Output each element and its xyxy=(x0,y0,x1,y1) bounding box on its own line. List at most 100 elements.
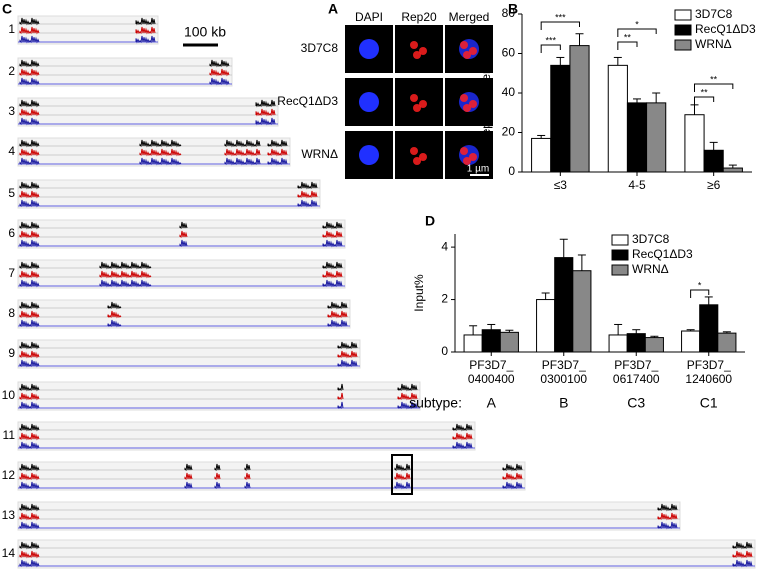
significance-label: ** xyxy=(710,74,718,84)
chromosome-label: 5 xyxy=(8,186,15,200)
chromosome-label: 6 xyxy=(8,226,15,240)
track-peak xyxy=(452,441,473,450)
track-peak xyxy=(135,17,156,26)
chromosome-box xyxy=(17,97,279,127)
bar xyxy=(554,257,574,353)
subtype: C3 xyxy=(627,395,645,411)
chromosome-box xyxy=(17,299,351,329)
chromosome-box xyxy=(17,381,421,411)
chromosome-label: 12 xyxy=(2,468,16,482)
x-tick-label: ≥6 xyxy=(707,178,721,192)
track-peak xyxy=(337,359,358,368)
x-tick-label: PF3D7_ xyxy=(542,358,586,372)
rep20-signal xyxy=(410,41,418,49)
track-peak xyxy=(19,68,40,77)
x-tick-label: PF3D7_ xyxy=(469,358,513,372)
track-peak xyxy=(297,199,318,208)
track-peak xyxy=(19,310,40,319)
dapi-signal xyxy=(359,92,379,112)
y-tick-label: 0 xyxy=(508,164,515,178)
micrograph xyxy=(395,78,443,126)
highlight-box xyxy=(391,454,413,495)
legend-label: 3D7C8 xyxy=(632,232,670,246)
track-peak xyxy=(732,550,753,559)
track-peak xyxy=(244,481,251,490)
track-peak xyxy=(322,230,343,239)
y-axis-label: Rep20 clusters (%) xyxy=(479,42,493,144)
legend-label: RecQ1ΔD3 xyxy=(632,247,693,261)
track-peak xyxy=(19,559,40,568)
rep20-signal xyxy=(460,41,468,49)
track-peak xyxy=(19,157,40,166)
chromosome-label: 8 xyxy=(8,306,15,320)
track-peak xyxy=(19,221,40,230)
y-tick-label: 40 xyxy=(502,85,516,99)
track-peak xyxy=(99,270,152,279)
legend-swatch xyxy=(611,234,629,246)
track-peak xyxy=(657,521,678,530)
track-peak xyxy=(394,481,411,490)
bar xyxy=(644,337,664,353)
track-peak xyxy=(255,99,276,108)
chromosome-box xyxy=(17,539,756,569)
panel-label: A xyxy=(328,1,338,17)
track-peak xyxy=(19,117,40,126)
track-peak xyxy=(732,559,753,568)
dapi-signal xyxy=(359,39,379,59)
rep20-signal xyxy=(419,47,427,55)
track-peak xyxy=(19,230,40,239)
track-peak xyxy=(19,350,40,359)
row-label: RecQ1ΔD3 xyxy=(277,94,338,108)
track-peak xyxy=(99,261,152,270)
chromosome-box xyxy=(17,179,321,209)
track-peak xyxy=(19,503,40,512)
rep20-signal xyxy=(463,104,471,112)
chromosome-label: 2 xyxy=(8,64,15,78)
bar xyxy=(572,270,592,353)
track-peak xyxy=(502,481,523,490)
significance-bracket xyxy=(690,289,710,298)
track-peak xyxy=(19,270,40,279)
panel-label: B xyxy=(508,1,518,17)
subtype: A xyxy=(487,395,497,411)
track-peak xyxy=(107,310,122,319)
rep20-signal xyxy=(460,147,468,155)
rep20-signal xyxy=(419,100,427,108)
chromosome-label: 10 xyxy=(2,388,16,402)
track-peak xyxy=(19,550,40,559)
significance-bracket xyxy=(540,21,580,30)
track-peak xyxy=(19,319,40,328)
significance-bracket xyxy=(540,44,561,53)
x-tick-label: PF3D7_ xyxy=(614,358,658,372)
legend-swatch xyxy=(674,24,692,36)
track-peak xyxy=(337,350,358,359)
chromosome-label: 11 xyxy=(3,428,16,442)
rep20-signal xyxy=(410,147,418,155)
x-tick-label: 4-5 xyxy=(628,178,646,192)
legend-label: RecQ1ΔD3 xyxy=(695,22,756,36)
significance-label: *** xyxy=(545,35,556,45)
subtype: B xyxy=(559,395,568,411)
rep20-signal xyxy=(463,157,471,165)
track-peak xyxy=(394,472,411,481)
significance-bracket xyxy=(694,83,734,92)
track-peak xyxy=(397,383,418,392)
track-peak xyxy=(255,117,276,126)
track-peak xyxy=(224,157,261,166)
legend-swatch xyxy=(611,249,629,261)
track-peak xyxy=(502,472,523,481)
track-peak xyxy=(107,301,122,310)
x-tick-label: PF3D7_ xyxy=(687,358,731,372)
bar xyxy=(626,333,646,353)
bar xyxy=(608,334,628,353)
track-peak xyxy=(267,148,288,157)
bar xyxy=(703,149,724,173)
track-peak xyxy=(214,481,221,490)
x-tick-label: 0300100 xyxy=(540,372,587,386)
track-peak xyxy=(19,359,40,368)
rep20-signal xyxy=(419,153,427,161)
rep20-signal xyxy=(410,94,418,102)
column-label: Rep20 xyxy=(401,10,437,24)
track-peak xyxy=(19,423,40,432)
x-tick-label: 0400400 xyxy=(468,372,515,386)
